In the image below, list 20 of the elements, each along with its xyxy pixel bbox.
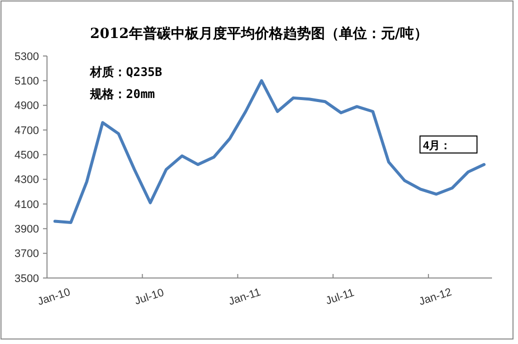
y-tick-label: 4500 <box>14 150 39 162</box>
y-tick-label: 5100 <box>14 76 39 88</box>
x-tick-label: Jul-11 <box>324 286 356 308</box>
annotation: 规格：20mm <box>89 87 155 101</box>
x-tick-label: Jan-11 <box>227 286 262 308</box>
annotation: 材质：Q235B <box>89 65 162 79</box>
y-tick-label: 3900 <box>14 224 39 236</box>
y-tick-label: 5300 <box>14 50 39 63</box>
y-tick-label: 3700 <box>14 248 39 260</box>
x-tick-label: Jan-12 <box>418 286 454 308</box>
y-tick-label: 3500 <box>14 272 39 285</box>
y-tick-label: 4300 <box>14 174 39 186</box>
x-tick-label: Jan-10 <box>36 286 72 308</box>
y-tick-label: 4700 <box>14 124 39 137</box>
x-tick-label: Jul-10 <box>133 286 166 308</box>
annotation: 4月： <box>423 140 452 152</box>
y-tick-label: 4900 <box>14 100 39 112</box>
chart-title: 2012年普碳中板月度平均价格趋势图（单位：元/吨） <box>90 25 428 42</box>
line-series <box>53 79 486 224</box>
y-tick-label: 4100 <box>14 198 39 211</box>
